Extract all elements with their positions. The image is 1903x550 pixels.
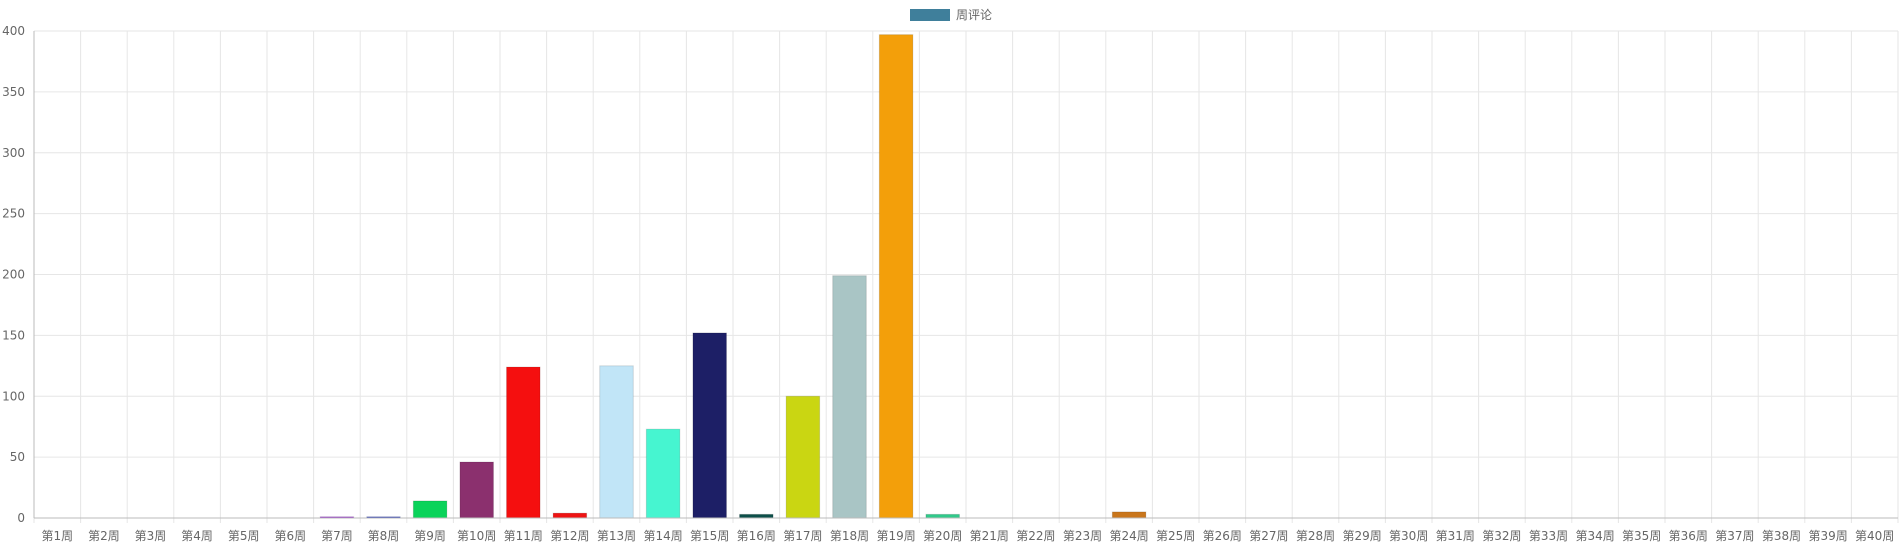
y-tick-label: 0	[17, 511, 25, 525]
axes	[33, 31, 1898, 519]
x-tick-label: 第13周	[597, 529, 636, 543]
x-tick-label: 第26周	[1203, 529, 1242, 543]
x-tick-label: 第38周	[1762, 529, 1801, 543]
bar[interactable]	[552, 512, 588, 519]
bar[interactable]	[692, 332, 727, 519]
legend-label: 周评论	[956, 8, 992, 22]
legend[interactable]: 周评论	[910, 8, 992, 22]
bar[interactable]	[785, 395, 821, 519]
x-tick-label: 第1周	[41, 529, 73, 543]
x-tick-label: 第39周	[1808, 529, 1847, 543]
x-tick-label: 第20周	[923, 529, 962, 543]
x-tick-label: 第9周	[414, 529, 446, 543]
bar[interactable]	[459, 461, 494, 519]
x-tick-label: 第15周	[690, 529, 729, 543]
x-tick-label: 第8周	[368, 529, 400, 543]
y-tick-label: 150	[2, 328, 25, 342]
x-tick-label: 第35周	[1622, 529, 1661, 543]
x-tick-label: 第33周	[1529, 529, 1568, 543]
legend-swatch	[910, 9, 950, 21]
x-tick-label: 第40周	[1855, 529, 1894, 543]
bar[interactable]	[925, 513, 960, 519]
bar[interactable]	[506, 366, 541, 519]
x-tick-label: 第2周	[88, 529, 120, 543]
bar[interactable]	[878, 34, 914, 519]
bar[interactable]	[832, 275, 867, 519]
x-tick-label: 第25周	[1156, 529, 1195, 543]
x-tick-label: 第24周	[1109, 529, 1148, 543]
y-tick-label: 350	[2, 85, 25, 99]
x-tick-label: 第29周	[1342, 529, 1381, 543]
x-tick-label: 第21周	[970, 529, 1009, 543]
x-tick-label: 第5周	[228, 529, 260, 543]
x-tick-label: 第30周	[1389, 529, 1428, 543]
bar[interactable]	[1111, 511, 1147, 519]
x-tick-label: 第23周	[1063, 529, 1102, 543]
x-tick-label: 第6周	[274, 529, 306, 543]
x-tick-label: 第34周	[1575, 529, 1614, 543]
x-tick-label: 第14周	[643, 529, 682, 543]
y-axis-ticks: 0 50 100 150 200 250 300 350 400	[2, 24, 25, 525]
x-tick-label: 第19周	[876, 529, 915, 543]
bar[interactable]	[739, 513, 774, 519]
x-tick-label: 第32周	[1482, 529, 1521, 543]
y-tick-label: 50	[10, 450, 25, 464]
y-tick-label: 400	[2, 24, 25, 38]
x-tick-label: 第17周	[783, 529, 822, 543]
x-tick-label: 第36周	[1669, 529, 1708, 543]
x-tick-label: 第7周	[321, 529, 353, 543]
x-tick-label: 第28周	[1296, 529, 1335, 543]
x-tick-label: 第12周	[550, 529, 589, 543]
gridlines	[33, 30, 1899, 523]
x-tick-label: 第4周	[181, 529, 213, 543]
x-tick-label: 第18周	[830, 529, 869, 543]
bars	[319, 34, 1147, 519]
x-tick-label: 第27周	[1249, 529, 1288, 543]
bar[interactable]	[645, 428, 681, 519]
bar[interactable]	[599, 365, 634, 519]
bar[interactable]	[412, 500, 448, 519]
x-tick-label: 第10周	[457, 529, 496, 543]
x-tick-label: 第31周	[1436, 529, 1475, 543]
x-tick-label: 第22周	[1016, 529, 1055, 543]
y-tick-label: 100	[2, 389, 25, 403]
x-tick-label: 第3周	[135, 529, 167, 543]
x-tick-label: 第37周	[1715, 529, 1754, 543]
y-tick-label: 300	[2, 146, 25, 160]
y-tick-label: 250	[2, 207, 25, 221]
x-tick-label: 第11周	[504, 529, 543, 543]
x-tick-label: 第16周	[737, 529, 776, 543]
y-tick-label: 200	[2, 268, 25, 282]
x-axis-ticks: 第1周 第2周 第3周 第4周 第5周 第6周 第7周 第8周 第9周 第10周 第11周 第12周第…	[41, 529, 1894, 543]
